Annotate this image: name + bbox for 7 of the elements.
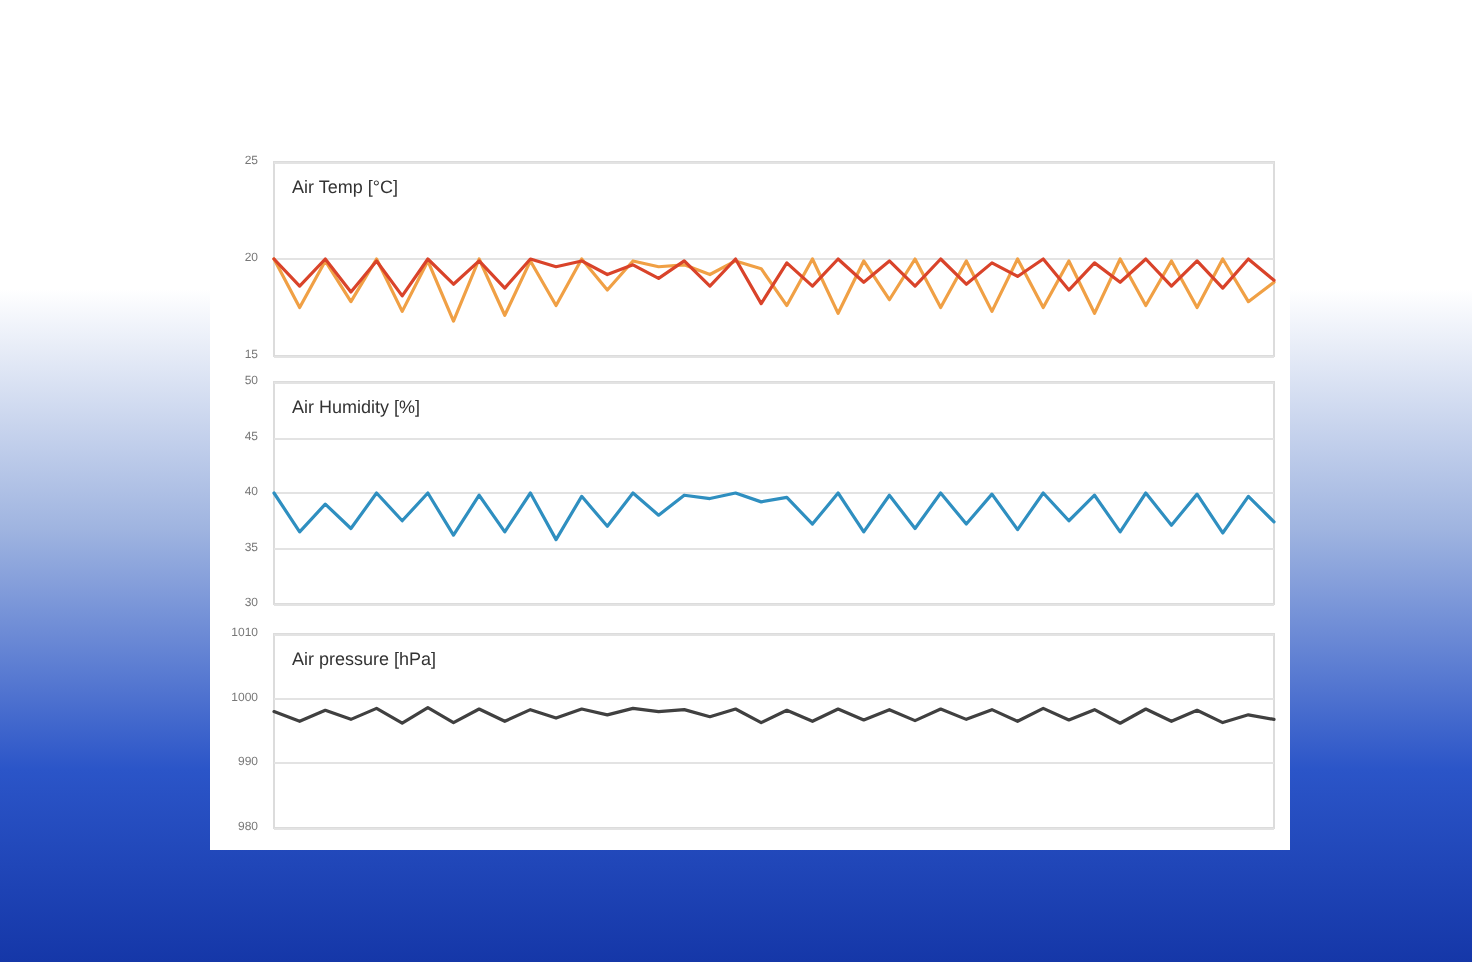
line-series xyxy=(272,257,1276,306)
text: Air Temp [°C] xyxy=(292,177,398,197)
line-series xyxy=(272,706,1276,725)
text: Air pressure [hPa] xyxy=(292,649,437,669)
line-series xyxy=(272,257,1276,323)
line-series xyxy=(272,491,1276,542)
text: Air Humidity [%] xyxy=(292,397,421,417)
